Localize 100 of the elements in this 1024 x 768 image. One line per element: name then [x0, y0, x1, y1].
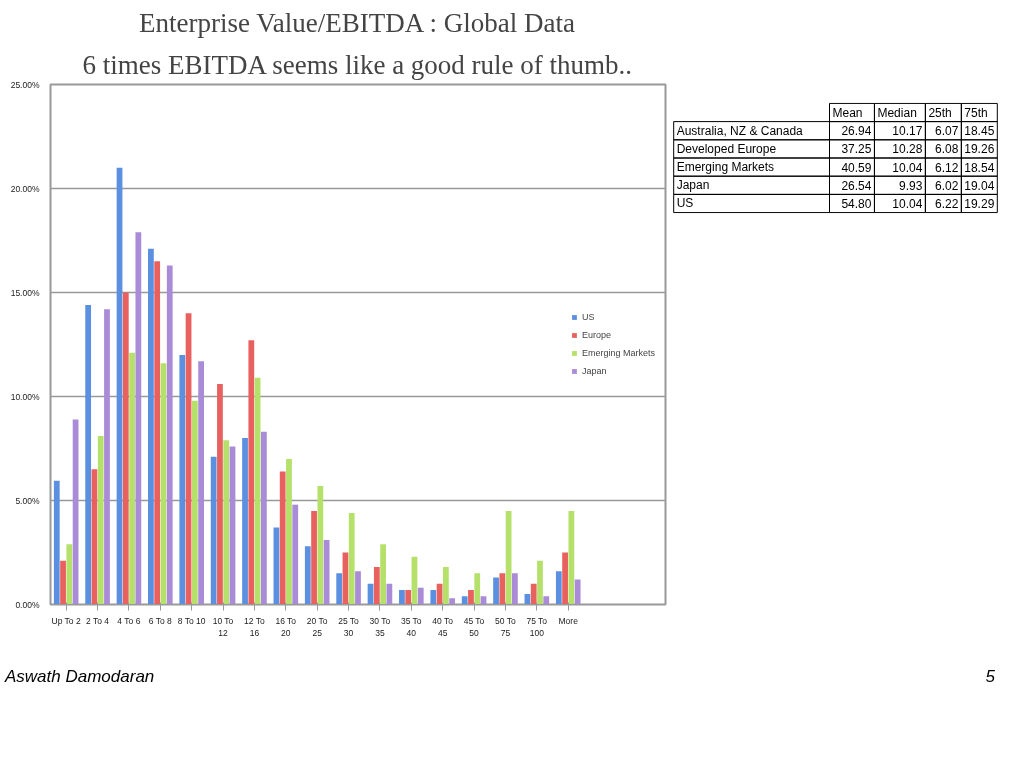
bar [85, 304, 92, 605]
bar [248, 340, 255, 605]
category-label: 25th [928, 105, 952, 120]
x-tick-label: 75 To 100 [526, 615, 548, 638]
x-tick-label: 20 To 25 [306, 615, 328, 638]
text: Aswath Damodaran [5, 666, 155, 688]
x-tick-label: 25 To 30 [338, 615, 360, 638]
bar [311, 510, 317, 605]
category-label: Developed Europe [676, 141, 777, 156]
text: 10.17 [892, 124, 923, 139]
bar [405, 589, 412, 605]
x-tick-label: 35 To 40 [400, 615, 422, 638]
bar [242, 438, 248, 605]
category-label: Japan [676, 178, 710, 193]
text: 10.04 [892, 196, 923, 211]
text: 19.29 [964, 196, 995, 211]
text: 19.04 [964, 178, 995, 193]
bar [104, 309, 110, 605]
bar [323, 540, 330, 605]
bar [317, 485, 324, 605]
text: 5 [985, 666, 995, 688]
bar [179, 354, 186, 605]
bar [154, 261, 161, 605]
bar [122, 292, 129, 605]
x-tick-label: 2 To 4 [85, 615, 110, 626]
x-tick-label: 12 To 16 [244, 615, 265, 638]
legend-label: Japan [581, 366, 607, 376]
bar [286, 458, 292, 605]
bar [60, 560, 66, 605]
x-tick-label: 6 To 8 [148, 615, 173, 626]
x-tick-label: 4 To 6 [117, 615, 141, 626]
bar [279, 471, 286, 605]
y-tick-label: 15.00% [10, 287, 40, 298]
bar [555, 571, 562, 605]
bar [348, 512, 355, 605]
category-label: Emerging Markets [676, 160, 775, 175]
bar [380, 544, 386, 605]
text: 26.54 [841, 178, 872, 193]
bar [468, 589, 474, 605]
bar [135, 232, 142, 605]
x-tick-label: 45 To 50 [463, 615, 485, 638]
bar [417, 587, 424, 605]
bar [399, 589, 405, 605]
category-label: Mean [832, 105, 863, 120]
bar [66, 544, 73, 605]
x-tick-label: More [558, 615, 579, 626]
text: 10.28 [892, 142, 923, 157]
text: 26.94 [841, 124, 872, 139]
text: 18.45 [964, 124, 995, 139]
chart-subtitle: 6 times EBITDA seems like a good rule of thumb.. [82, 49, 633, 80]
category-label: US [676, 196, 694, 211]
bar [223, 440, 230, 605]
bar [499, 573, 506, 605]
text: 6.08 [934, 142, 959, 157]
x-tick-label: 40 To 45 [432, 615, 454, 638]
text: 9.93 [899, 178, 923, 193]
bar [461, 596, 468, 605]
bar [373, 567, 380, 605]
x-tick-label: 30 To 35 [369, 615, 391, 638]
chart-title: Enterprise Value/EBITDA : Global Data [139, 7, 575, 38]
legend-label: Europe [581, 330, 611, 340]
x-tick-label: 50 To 75 [495, 615, 516, 638]
bar [449, 598, 456, 605]
bar [166, 265, 173, 605]
bar [493, 577, 499, 605]
bar [198, 361, 204, 605]
bar [304, 546, 311, 605]
bar [260, 431, 267, 605]
text: 6.12 [934, 160, 959, 175]
legend-label: US [581, 312, 596, 322]
bar [97, 436, 104, 605]
text: 6.07 [934, 124, 959, 139]
text: 40.59 [841, 160, 872, 175]
text: 19.26 [964, 142, 995, 157]
y-tick-label: 10.00% [10, 391, 40, 402]
category-label: Australia, NZ & Canada [676, 123, 803, 138]
bar [210, 456, 217, 605]
bar [292, 504, 299, 605]
bar [574, 579, 581, 605]
category-label: Median [877, 105, 917, 120]
text: 10.04 [892, 160, 923, 175]
bar [191, 400, 198, 605]
bar [355, 571, 361, 605]
bar [537, 560, 543, 605]
text: 6.02 [934, 178, 959, 193]
y-tick-label: 5.00% [15, 495, 40, 506]
y-tick-label: 25.00% [10, 79, 40, 90]
bar [336, 573, 343, 605]
bar [129, 352, 135, 605]
legend-label: Emerging Markets [581, 348, 655, 358]
bar [430, 589, 437, 605]
bar [512, 573, 518, 605]
bar [148, 248, 154, 605]
x-tick-label: 16 To 20 [275, 615, 297, 638]
y-tick-label: 0.00% [15, 599, 40, 610]
bar [474, 573, 481, 605]
text: 54.80 [841, 196, 872, 211]
category-label: 75th [964, 105, 988, 120]
bar [53, 480, 60, 605]
bar [442, 567, 449, 605]
